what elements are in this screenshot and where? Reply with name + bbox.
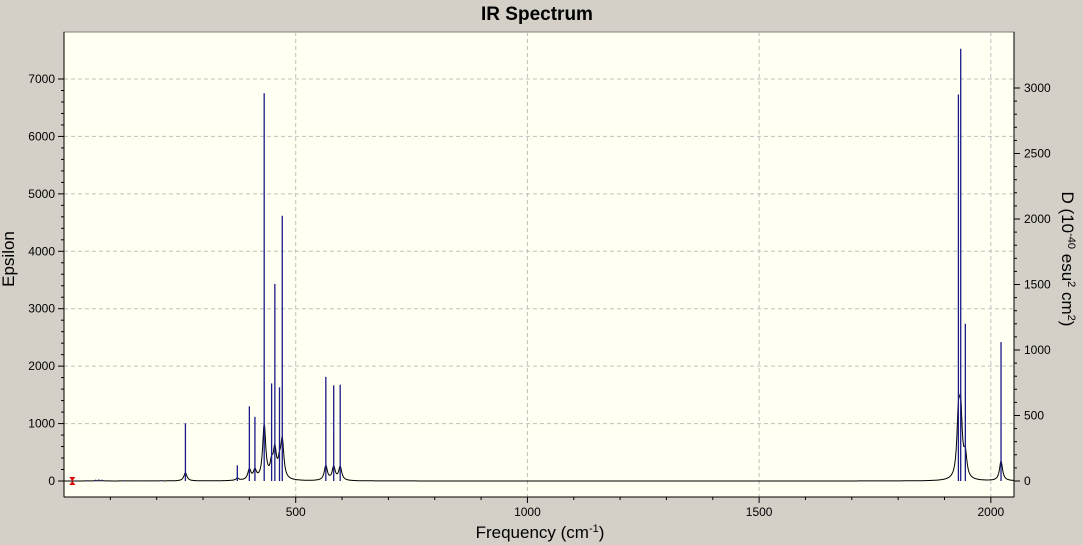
red-marker-icon xyxy=(69,477,76,485)
left-y-axis-label: Epsilon xyxy=(0,231,18,287)
x-tick-label: 1500 xyxy=(746,505,773,519)
x-tick-label: 1000 xyxy=(514,505,541,519)
right-tick-label: 1500 xyxy=(1024,278,1051,292)
marker-bottom xyxy=(69,481,76,485)
right-label-part: 2 xyxy=(1065,315,1077,321)
right-tick-label: 0 xyxy=(1024,474,1031,488)
x-axis-label: Frequency (cm-1) xyxy=(476,523,605,542)
left-tick-label: 5000 xyxy=(28,187,55,201)
right-label-part: esu xyxy=(1058,249,1077,281)
right-label-part: ) xyxy=(1058,321,1077,327)
right-y-axis: 0 500 1000 1500 2000 2500 3000 xyxy=(1013,32,1051,497)
spectrum-envelope-line xyxy=(64,393,1014,482)
plot-area xyxy=(63,31,1015,498)
chart-title: IR Spectrum xyxy=(481,4,593,25)
left-tick-label: 6000 xyxy=(28,129,55,143)
x-tick-label: 500 xyxy=(286,505,306,519)
grid-lines xyxy=(64,32,1014,497)
x-axis-label-superscript: -1 xyxy=(589,523,599,535)
x-tick-label: 2000 xyxy=(977,505,1004,519)
left-tick-label: 4000 xyxy=(28,244,55,258)
x-axis-label-close: ) xyxy=(599,523,605,542)
stick-spectrum xyxy=(86,48,1002,481)
right-y-axis-label: D (10-40 esu2 cm2) xyxy=(1058,192,1077,327)
right-label-part: 2 xyxy=(1065,281,1077,287)
left-tick-label: 0 xyxy=(48,474,55,488)
left-tick-label: 1000 xyxy=(28,417,55,431)
spectrum-layer xyxy=(64,393,1014,482)
right-label-part: cm xyxy=(1058,287,1077,314)
right-tick-label: 500 xyxy=(1024,409,1044,423)
x-axis-label-text: Frequency (cm xyxy=(476,523,589,542)
right-tick-label: 2000 xyxy=(1024,212,1051,226)
right-tick-label: 2500 xyxy=(1024,147,1051,161)
left-tick-label: 7000 xyxy=(28,72,55,86)
marker-top xyxy=(69,477,76,481)
right-tick-label: 3000 xyxy=(1024,81,1051,95)
right-label-part: D (10 xyxy=(1058,192,1077,234)
left-tick-label: 2000 xyxy=(28,359,55,373)
right-tick-label: 1000 xyxy=(1024,343,1051,357)
right-label-part: -40 xyxy=(1065,233,1077,249)
x-axis: 500 1000 1500 2000 xyxy=(64,496,1014,519)
left-tick-label: 3000 xyxy=(28,302,55,316)
left-y-axis: 0 1000 2000 3000 4000 5000 6000 7000 xyxy=(28,32,65,497)
